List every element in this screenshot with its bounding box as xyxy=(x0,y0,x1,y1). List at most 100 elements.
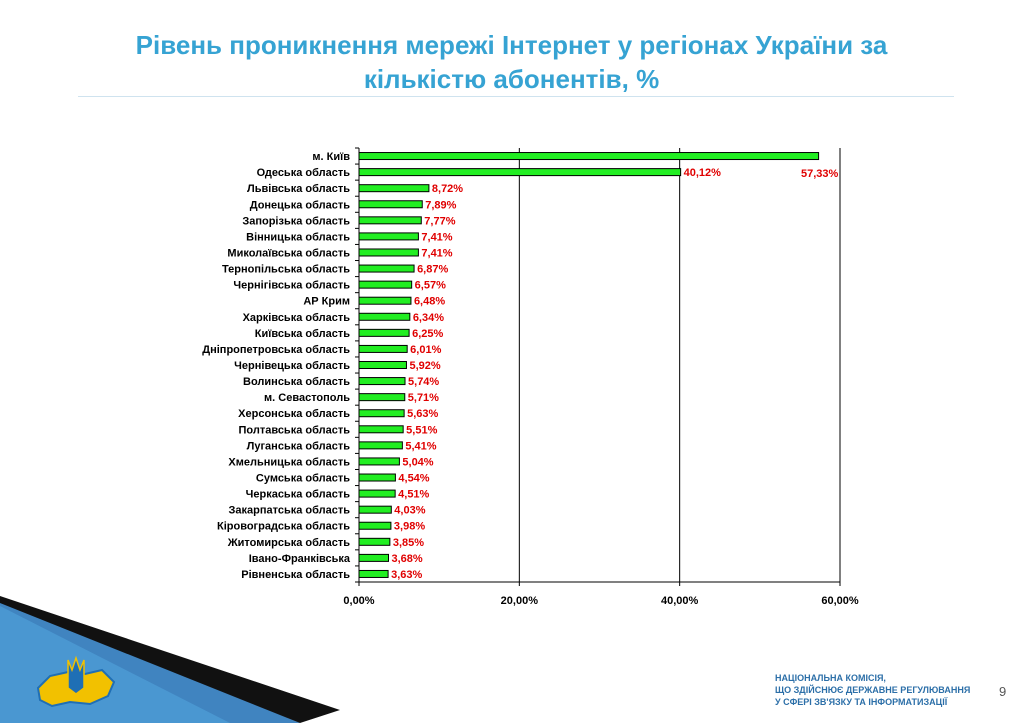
category-label: Луганська область xyxy=(247,440,351,452)
data-label: 4,03% xyxy=(394,505,425,517)
data-label: 3,98% xyxy=(394,521,425,533)
footer-line3: У СФЕРІ ЗВ'ЯЗКУ ТА ІНФОРМАТИЗАЦІЇ xyxy=(775,697,948,707)
slide-title-line1: Рівень проникнення мережі Інтернет у рег… xyxy=(135,30,888,60)
bar xyxy=(358,361,407,369)
bar xyxy=(358,184,430,193)
bar xyxy=(358,425,404,434)
category-label: Запорізька область xyxy=(242,215,350,227)
category-label: Кіровоградська область xyxy=(217,521,350,533)
bar xyxy=(358,377,406,386)
category-label: Волинська область xyxy=(243,376,350,388)
bar xyxy=(358,312,411,321)
category-label: Вінницька область xyxy=(246,231,350,243)
bar xyxy=(358,200,423,209)
category-label: Житомирська область xyxy=(227,537,351,549)
bar xyxy=(358,248,419,257)
bar xyxy=(358,409,405,418)
category-label: м. Севастополь xyxy=(264,392,350,404)
bar xyxy=(358,553,390,562)
data-label: 7,89% xyxy=(425,199,456,211)
slide-title: Рівень проникнення мережі Інтернет у рег… xyxy=(60,28,963,96)
category-label: Чернівецька область xyxy=(234,360,350,372)
axis-layer: 0,00% 20,00% 40,00% 60,00% м. Київ Одеська об… xyxy=(202,147,859,607)
data-label: 3,68% xyxy=(392,553,423,565)
data-label: 5,04% xyxy=(402,456,433,468)
footer-line1: НАЦІОНАЛЬНА КОМІСІЯ, xyxy=(775,673,886,683)
data-label: 40,12% xyxy=(684,167,722,179)
category-label: Рівненська область xyxy=(241,569,350,581)
data-label: 57,33% xyxy=(801,168,839,180)
data-label: 7,77% xyxy=(424,215,455,227)
bar xyxy=(358,216,422,225)
category-label: Чернігівська область xyxy=(233,280,350,292)
bar xyxy=(358,344,408,353)
category-label: Сумська область xyxy=(256,473,350,485)
data-label: 3,63% xyxy=(391,569,422,581)
labels-layer: 57,33% 40,12% 8,72% 7,89% 7,77% 7,41% 7,41% 6,8… xyxy=(391,167,838,581)
category-label: Хмельницька область xyxy=(228,456,350,468)
data-label: 6,34% xyxy=(413,312,444,324)
data-label: 6,87% xyxy=(417,264,448,276)
bar xyxy=(358,328,410,337)
title-divider xyxy=(78,96,954,97)
bar xyxy=(358,264,415,273)
data-label: 6,57% xyxy=(415,280,446,292)
category-label: АР Крим xyxy=(303,296,350,308)
bar xyxy=(358,152,820,161)
trident-icon xyxy=(67,655,85,695)
data-label: 5,63% xyxy=(407,408,438,420)
grid-layer xyxy=(518,148,841,582)
data-label: 3,85% xyxy=(393,537,424,549)
slide-title-line2: кількістю абонентів, % xyxy=(363,64,660,94)
category-label: Донецька область xyxy=(250,199,351,211)
x-tick-label: 0,00% xyxy=(343,595,374,607)
page-number: 9 xyxy=(999,684,1007,699)
data-label: 6,01% xyxy=(410,344,441,356)
data-label: 4,54% xyxy=(398,473,429,485)
bar xyxy=(358,521,392,530)
category-label: Миколаївська область xyxy=(227,247,350,259)
bar xyxy=(358,569,389,578)
category-label: Одеська область xyxy=(257,167,351,179)
footer-line2: ЩО ЗДІЙСНЮЄ ДЕРЖАВНЕ РЕГУЛЮВАННЯ xyxy=(775,685,971,695)
data-label: 5,51% xyxy=(406,424,437,436)
x-tick-label: 60,00% xyxy=(821,595,859,607)
commission-emblem xyxy=(30,648,120,723)
bar xyxy=(358,232,419,241)
category-label: Дніпропетровська область xyxy=(202,344,350,356)
bar xyxy=(358,489,396,498)
data-label: 8,72% xyxy=(432,183,463,195)
category-label: Полтавська область xyxy=(238,424,350,436)
data-label: 5,92% xyxy=(409,360,440,372)
x-tick-label: 40,00% xyxy=(661,595,699,607)
data-label: 5,71% xyxy=(408,392,439,404)
dark-swoosh xyxy=(0,596,340,723)
bar xyxy=(358,441,403,450)
bar xyxy=(358,537,391,546)
data-label: 6,48% xyxy=(414,296,445,308)
category-label: м. Київ xyxy=(312,151,350,163)
bar xyxy=(358,168,682,177)
bar xyxy=(358,457,400,466)
data-label: 4,51% xyxy=(398,489,429,501)
bar xyxy=(358,505,392,514)
bar xyxy=(358,296,412,305)
category-label: Херсонська область xyxy=(238,408,350,420)
data-label: 5,74% xyxy=(408,376,439,388)
data-label: 6,25% xyxy=(412,328,443,340)
bar xyxy=(358,280,413,289)
data-label: 7,41% xyxy=(421,247,452,259)
footer-organization: НАЦІОНАЛЬНА КОМІСІЯ, ЩО ЗДІЙСНЮЄ ДЕРЖАВН… xyxy=(775,672,970,708)
bar xyxy=(358,393,406,402)
data-label: 7,41% xyxy=(421,231,452,243)
category-label: Київська область xyxy=(255,328,350,340)
x-tick-label: 20,00% xyxy=(501,595,539,607)
category-label: Тернопільська область xyxy=(222,264,350,276)
category-label: Закарпатська область xyxy=(228,505,350,517)
category-label: Черкаська область xyxy=(246,489,351,501)
bar xyxy=(358,473,396,482)
category-label: Львівська область xyxy=(247,183,350,195)
category-label: Харківська область xyxy=(243,312,351,324)
category-label: Івано-Франківська xyxy=(249,553,351,565)
